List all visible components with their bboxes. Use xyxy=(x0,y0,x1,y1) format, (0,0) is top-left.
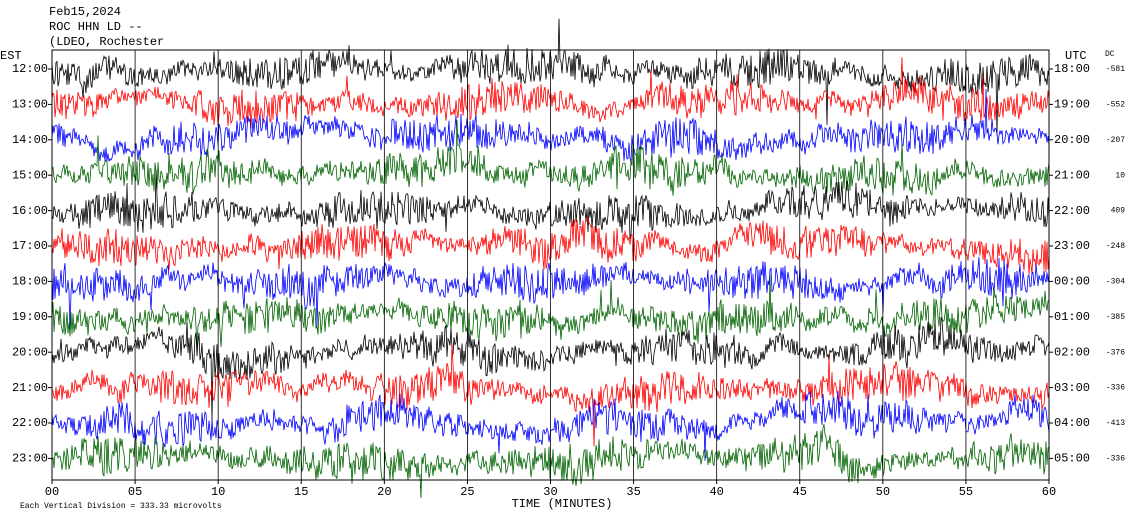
x-tick-label: 35 xyxy=(626,485,640,499)
dc-value: -336 xyxy=(1106,384,1125,393)
left-axis-label: EST xyxy=(0,49,22,63)
right-axis-label: UTC xyxy=(1065,49,1087,63)
x-tick-label: 40 xyxy=(709,485,723,499)
x-tick-label: 00 xyxy=(45,485,59,499)
est-label: 15:00 xyxy=(12,168,48,182)
x-tick-label: 30 xyxy=(543,485,557,499)
utc-label: 04:00 xyxy=(1054,416,1090,430)
x-tick-label: 05 xyxy=(128,485,142,499)
utc-label: 02:00 xyxy=(1054,345,1090,359)
dc-value: 409 xyxy=(1111,207,1126,216)
dc-label: DC xyxy=(1105,50,1115,59)
dc-value: -552 xyxy=(1106,101,1125,110)
est-label: 13:00 xyxy=(12,98,48,112)
station: (LDEO, Rochester xyxy=(49,35,164,49)
utc-label: 00:00 xyxy=(1054,275,1090,289)
subtitle: ROC HHN LD -- xyxy=(49,20,143,34)
dc-value: 10 xyxy=(1115,171,1125,180)
utc-label: 20:00 xyxy=(1054,133,1090,147)
dc-value: -376 xyxy=(1106,348,1125,357)
dc-value: -385 xyxy=(1106,313,1125,322)
x-tick-label: 20 xyxy=(377,485,391,499)
est-label: 12:00 xyxy=(12,62,48,76)
x-tick-label: 50 xyxy=(876,485,890,499)
utc-label: 03:00 xyxy=(1054,381,1090,395)
est-label: 16:00 xyxy=(12,204,48,218)
est-label: 21:00 xyxy=(12,381,48,395)
x-tick-label: 15 xyxy=(294,485,308,499)
utc-label: 05:00 xyxy=(1054,452,1090,466)
utc-label: 21:00 xyxy=(1054,168,1090,182)
est-label: 14:00 xyxy=(12,133,48,147)
dc-value: -336 xyxy=(1106,455,1125,464)
est-label: 22:00 xyxy=(12,416,48,430)
x-tick-label: 60 xyxy=(1042,485,1056,499)
est-label: 18:00 xyxy=(12,275,48,289)
utc-label: 22:00 xyxy=(1054,204,1090,218)
footer: Each Vertical Division = 333.33 microvol… xyxy=(20,502,222,511)
dc-value: -413 xyxy=(1106,419,1125,428)
est-label: 19:00 xyxy=(12,310,48,324)
est-label: 17:00 xyxy=(12,239,48,253)
x-tick-label: 10 xyxy=(211,485,225,499)
utc-label: 19:00 xyxy=(1054,98,1090,112)
dc-value: -304 xyxy=(1106,278,1125,287)
utc-label: 01:00 xyxy=(1054,310,1090,324)
utc-label: 23:00 xyxy=(1054,239,1090,253)
x-tick-label: 25 xyxy=(460,485,474,499)
x-tick-label: 55 xyxy=(959,485,973,499)
est-label: 23:00 xyxy=(12,452,48,466)
dc-value: -207 xyxy=(1106,136,1125,145)
x-tick-label: 45 xyxy=(793,485,807,499)
dc-value: -248 xyxy=(1106,242,1125,251)
dc-value: -581 xyxy=(1106,65,1125,74)
est-label: 20:00 xyxy=(12,345,48,359)
x-axis-label: TIME (MINUTES) xyxy=(512,497,613,511)
utc-label: 18:00 xyxy=(1054,62,1090,76)
title: Feb15,2024 xyxy=(49,5,121,19)
